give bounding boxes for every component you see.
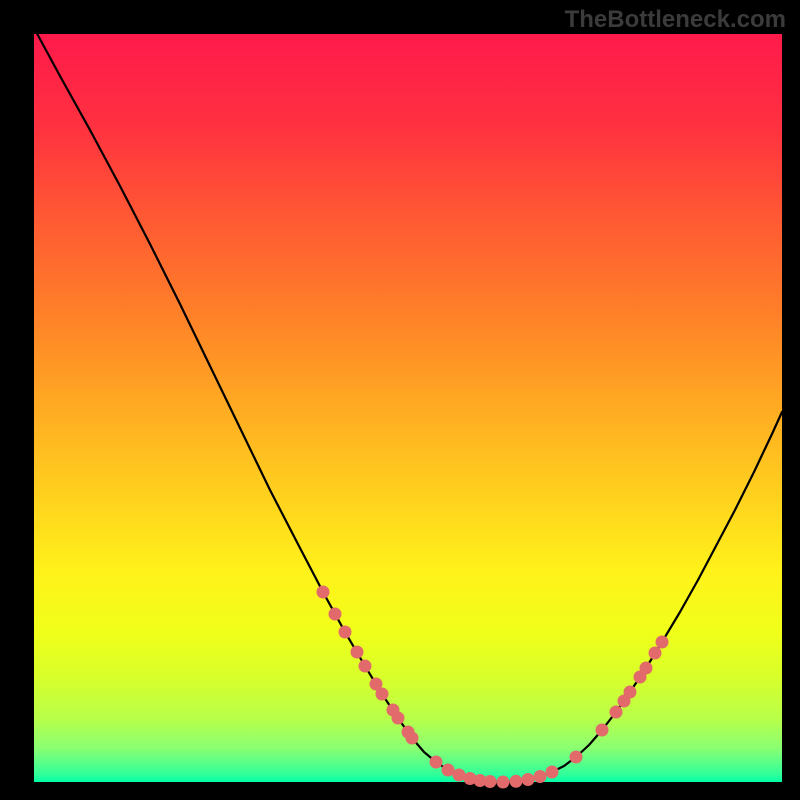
plot-background — [34, 34, 782, 782]
data-marker — [497, 776, 510, 789]
data-marker — [376, 688, 389, 701]
data-marker — [317, 586, 330, 599]
chart-svg — [0, 0, 800, 800]
data-marker — [610, 706, 623, 719]
data-marker — [484, 775, 497, 788]
data-marker — [329, 608, 342, 621]
data-marker — [624, 686, 637, 699]
data-marker — [522, 773, 535, 786]
data-marker — [596, 724, 609, 737]
watermark-text: TheBottleneck.com — [565, 6, 786, 34]
chart-container: TheBottleneck.com — [0, 0, 800, 800]
data-marker — [510, 775, 523, 788]
data-marker — [406, 732, 419, 745]
data-marker — [392, 712, 405, 725]
data-marker — [649, 647, 662, 660]
data-marker — [351, 646, 364, 659]
data-marker — [453, 769, 466, 782]
data-marker — [339, 626, 352, 639]
data-marker — [656, 636, 669, 649]
data-marker — [546, 766, 559, 779]
data-marker — [359, 660, 372, 673]
data-marker — [534, 770, 547, 783]
data-marker — [640, 662, 653, 675]
data-marker — [430, 756, 443, 769]
data-marker — [570, 751, 583, 764]
